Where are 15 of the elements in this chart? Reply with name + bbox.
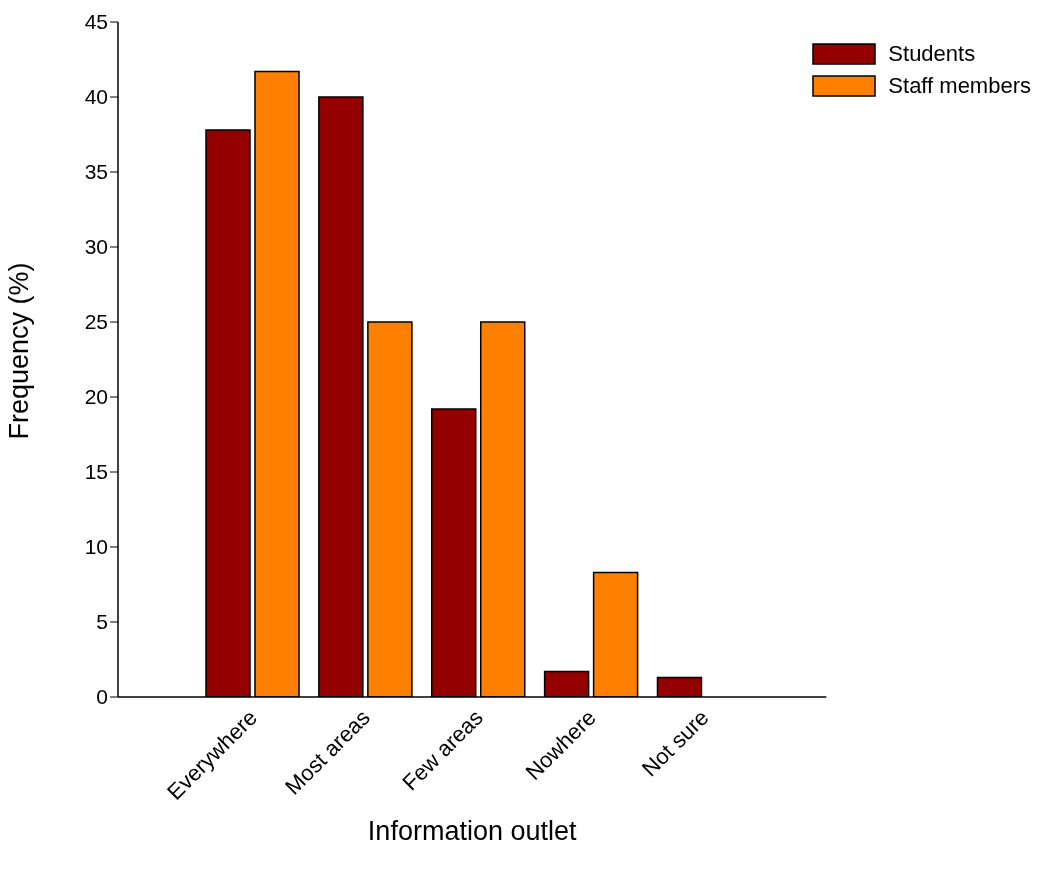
y-tick-label: 40: [84, 85, 108, 109]
y-tick-label: 25: [84, 310, 108, 334]
y-tick-label: 35: [84, 160, 108, 184]
y-tick-label: 30: [84, 235, 108, 259]
y-tick-label: 0: [96, 685, 108, 709]
x-tick-label: Not sure: [636, 704, 714, 782]
y-tick-label: 5: [96, 610, 108, 634]
y-tick-label: 10: [84, 535, 108, 559]
legend-label: Staff members: [888, 73, 1031, 99]
y-tick-label: 45: [84, 10, 108, 34]
y-tick-label: 15: [84, 460, 108, 484]
y-tick-label: 20: [84, 385, 108, 409]
legend-label: Students: [888, 41, 976, 67]
x-axis-title: Information outlet: [367, 816, 577, 846]
y-axis-title: Frequency (%): [3, 262, 34, 440]
